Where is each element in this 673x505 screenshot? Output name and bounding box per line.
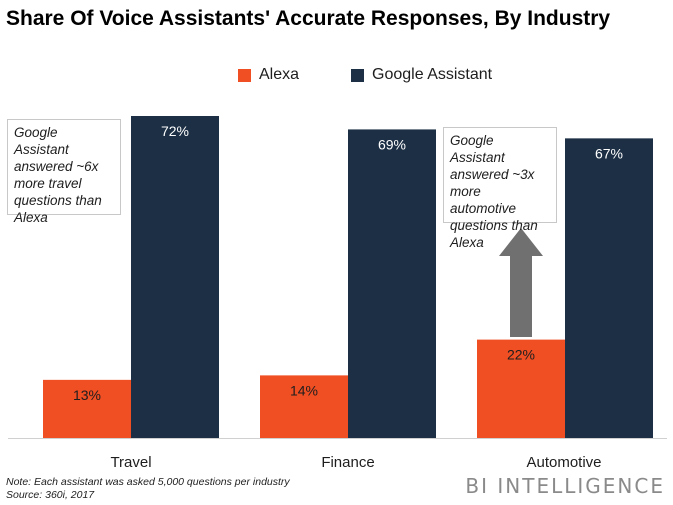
- legend-swatch-alexa: [238, 68, 251, 82]
- data-label-google-assistant-finance: 69%: [378, 136, 406, 152]
- data-label-alexa-travel: 13%: [73, 387, 101, 403]
- note-text: Note: Each assistant was asked 5,000 que…: [6, 476, 290, 488]
- increase-arrow-icon: [499, 228, 543, 337]
- x-tick-label-automotive: Automotive: [526, 454, 601, 471]
- legend-item-google: Google Assistant: [351, 66, 492, 84]
- chart-legend: Alexa Google Assistant: [238, 66, 544, 84]
- data-label-alexa-finance: 14%: [290, 382, 318, 398]
- brand-logo: BI INTELLIGENCE: [465, 474, 665, 498]
- source-text: Source: 360i, 2017: [6, 489, 95, 501]
- bar-alexa-finance: [260, 375, 348, 438]
- bar-google-assistant-finance: [348, 129, 436, 438]
- bar-alexa-travel: [43, 379, 131, 438]
- bar-google-assistant-travel: [131, 116, 219, 438]
- legend-swatch-google: [351, 68, 365, 82]
- data-label-alexa-automotive: 22%: [507, 347, 535, 363]
- x-tick-label-travel: Travel: [110, 454, 151, 471]
- legend-label-google: Google Assistant: [372, 66, 493, 83]
- bar-alexa-automotive: [477, 339, 565, 438]
- data-label-google-assistant-automotive: 67%: [595, 145, 623, 161]
- legend-label-alexa: Alexa: [259, 66, 300, 83]
- travel-annotation: Google Assistant answered ~6x more trave…: [7, 119, 121, 225]
- footnote: Note: Each assistant was asked 5,000 que…: [6, 476, 290, 502]
- chart-title: Share Of Voice Assistants' Accurate Resp…: [6, 7, 611, 30]
- x-tick-label-finance: Finance: [321, 454, 374, 471]
- data-label-google-assistant-travel: 72%: [161, 123, 189, 139]
- legend-item-alexa: Alexa: [238, 66, 299, 84]
- bar-google-assistant-automotive: [565, 138, 653, 438]
- automotive-annotation: Google Assistant answered ~3x more autom…: [443, 127, 557, 250]
